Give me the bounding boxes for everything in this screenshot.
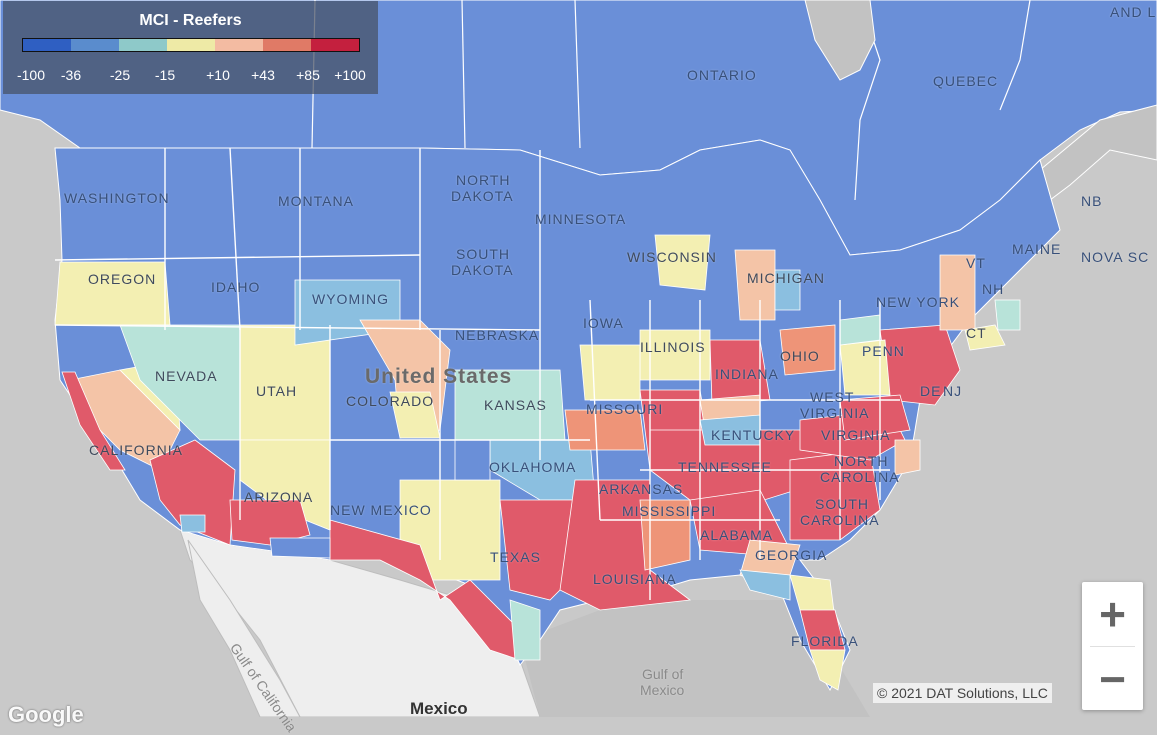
label-michigan: MICHIGAN [747, 270, 825, 286]
label-mexico: Mexico [410, 699, 468, 718]
label-west-virginia-2: VIRGINIA [800, 405, 870, 421]
label-utah: UTAH [256, 383, 298, 399]
legend-tick-4: -15 [154, 67, 176, 83]
zoom-divider [1090, 646, 1135, 647]
legend-bin-7 [311, 39, 359, 51]
label-south-dakota-2: DAKOTA [451, 262, 514, 278]
label-minnesota: MINNESOTA [535, 211, 627, 227]
label-north-carolina-1: NORTH [834, 453, 889, 469]
label-montana: MONTANA [278, 193, 354, 209]
label-alabama: ALABAMA [700, 527, 774, 543]
label-florida: FLORIDA [791, 633, 859, 649]
legend-tick-7: +85 [296, 67, 320, 83]
label-pennsylvania: PENN [862, 343, 905, 359]
label-nova-scotia: NOVA SC [1081, 249, 1150, 265]
label-ct: CT [966, 325, 987, 341]
legend-tick-8: +100 [334, 67, 366, 83]
label-illinois: ILLINOIS [640, 339, 706, 355]
label-indiana: INDIANA [715, 366, 779, 382]
label-new-mexico: NEW MEXICO [330, 502, 432, 518]
label-oregon: OREGON [88, 271, 157, 287]
legend-tick-1: -100 [16, 67, 46, 83]
label-south-carolina-1: SOUTH [815, 496, 869, 512]
map-attribution[interactable]: © 2021 DAT Solutions, LLC [873, 683, 1052, 703]
label-north-dakota-2: DAKOTA [451, 188, 514, 204]
label-georgia: GEORGIA [755, 547, 828, 563]
legend-bin-6 [263, 39, 311, 51]
label-mississippi: MISSISSIPPI [622, 503, 717, 519]
label-maine: MAINE [1012, 241, 1062, 257]
label-california: CALIFORNIA [89, 442, 184, 458]
zoom-out-button[interactable]: − [1099, 652, 1126, 705]
legend-bin-3 [119, 39, 167, 51]
water-st-lawrence [1039, 104, 1157, 201]
label-arkansas: ARKANSAS [599, 481, 684, 497]
county-heat-regions [54, 234, 1021, 691]
label-texas: TEXAS [490, 549, 541, 565]
legend-title: MCI - Reefers [139, 12, 242, 29]
label-quebec: QUEBEC [933, 73, 999, 89]
label-colorado: COLORADO [346, 393, 435, 409]
label-north-dakota-1: NORTH [456, 172, 511, 188]
label-gulf-of-mexico-1: Gulf of [642, 666, 684, 682]
label-nh: NH [982, 281, 1005, 297]
label-de: DE [920, 383, 942, 399]
label-kentucky: KENTUCKY [711, 427, 796, 443]
label-tennessee: TENNESSEE [678, 459, 772, 475]
legend-tick-6: +43 [251, 67, 275, 83]
label-missouri: MISSOURI [586, 401, 664, 417]
label-washington: WASHINGTON [64, 190, 170, 206]
legend: MCI - Reefers -100 -36 -25 -15 +10 +43 +… [3, 1, 378, 94]
label-virginia: VIRGINIA [821, 427, 891, 443]
google-logo[interactable]: Google [8, 702, 84, 727]
legend-bin-1 [23, 39, 71, 51]
label-south-dakota-1: SOUTH [456, 246, 510, 262]
legend-bin-4 [167, 39, 215, 51]
label-wisconsin: WISCONSIN [627, 249, 717, 265]
label-new-york: NEW YORK [876, 294, 960, 310]
label-united-states: United States [365, 365, 513, 388]
label-west-virginia-1: WEST [810, 389, 855, 405]
label-iowa: IOWA [583, 315, 624, 331]
legend-tick-3: -25 [109, 67, 131, 83]
state-borders [54, 147, 900, 600]
label-wyoming: WYOMING [312, 291, 389, 307]
water-hudson-bay [804, 0, 876, 81]
region-baja [187, 539, 301, 717]
label-new-jersey: NJ [943, 383, 963, 399]
map-canvas[interactable] [0, 0, 1157, 717]
legend-tick-5: +10 [206, 67, 230, 83]
legend-tick-2: -36 [60, 67, 82, 83]
label-nebraska: NEBRASKA [455, 327, 540, 343]
zoom-control: + − [1082, 582, 1143, 710]
water-gulf-of-mexico [520, 600, 870, 717]
label-nb: NB [1081, 193, 1103, 209]
label-idaho: IDAHO [211, 279, 261, 295]
label-gulf-of-mexico-2: Mexico [640, 682, 685, 698]
label-newfoundland: AND L [1110, 4, 1157, 20]
label-north-carolina-2: CAROLINA [820, 469, 900, 485]
legend-color-scale [22, 38, 360, 52]
label-south-carolina-2: CAROLINA [800, 512, 880, 528]
legend-bin-5 [215, 39, 263, 51]
label-arizona: ARIZONA [244, 489, 314, 505]
label-ohio: OHIO [780, 348, 820, 364]
label-nevada: NEVADA [155, 368, 218, 384]
label-vt: VT [966, 255, 986, 271]
label-louisiana: LOUISIANA [593, 571, 677, 587]
label-kansas: KANSAS [484, 397, 547, 413]
legend-bin-2 [71, 39, 119, 51]
label-ontario: ONTARIO [687, 67, 757, 83]
zoom-in-button[interactable]: + [1099, 587, 1126, 640]
label-oklahoma: OKLAHOMA [489, 459, 577, 475]
